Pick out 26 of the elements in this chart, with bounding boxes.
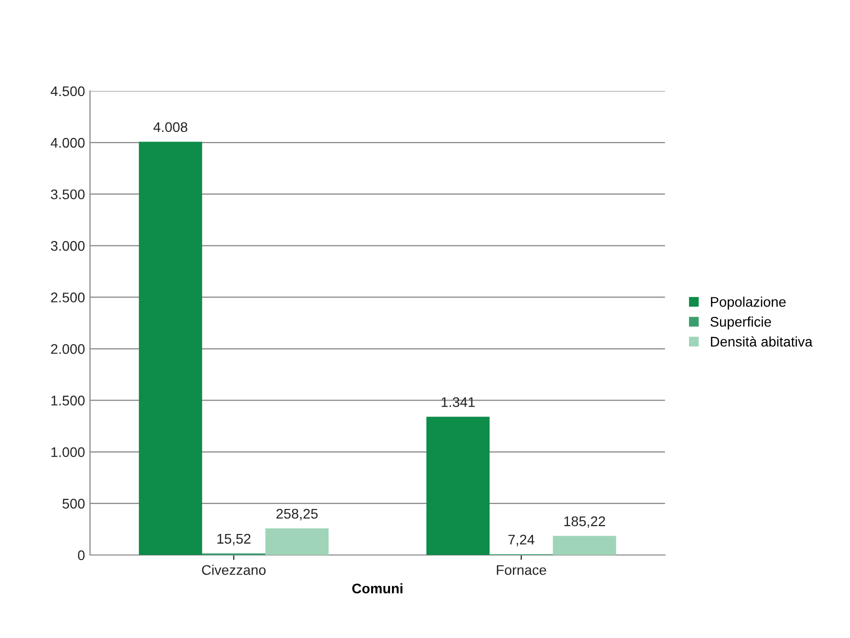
bar [265, 528, 329, 555]
x-tick-label: Civezzano [202, 564, 266, 575]
bar [426, 416, 490, 555]
data-label: 7,24 [508, 534, 534, 546]
y-tick-label: 4.000 [50, 138, 85, 148]
data-label: 1.341 [442, 397, 475, 408]
y-tick-label: 0 [78, 550, 85, 560]
y-tick-label: 500 [62, 498, 85, 509]
y-tick-label: 3.000 [50, 241, 85, 251]
y-tick-label: 2.000 [51, 344, 85, 354]
y-tick-label: 4.500 [50, 86, 85, 96]
legend-label: Popolazione [710, 296, 786, 310]
data-label: 185,22 [564, 516, 606, 528]
y-tick-label: 2.500 [51, 292, 85, 302]
x-axis-title: Comuni [352, 583, 402, 594]
data-label: 15,52 [217, 534, 250, 546]
y-tick-label: 1.500 [51, 396, 85, 406]
data-label: 258,25 [276, 508, 318, 520]
legend-label: Densità abitativa [710, 336, 813, 347]
y-tick-label: 3.500 [50, 189, 85, 200]
y-tick-label: 1.000 [51, 447, 85, 458]
legend-label: Superficie [710, 316, 771, 330]
bar [138, 142, 202, 555]
bar [552, 536, 616, 555]
data-label: 4.008 [153, 122, 188, 132]
x-tick-label: Fornace [496, 565, 546, 575]
